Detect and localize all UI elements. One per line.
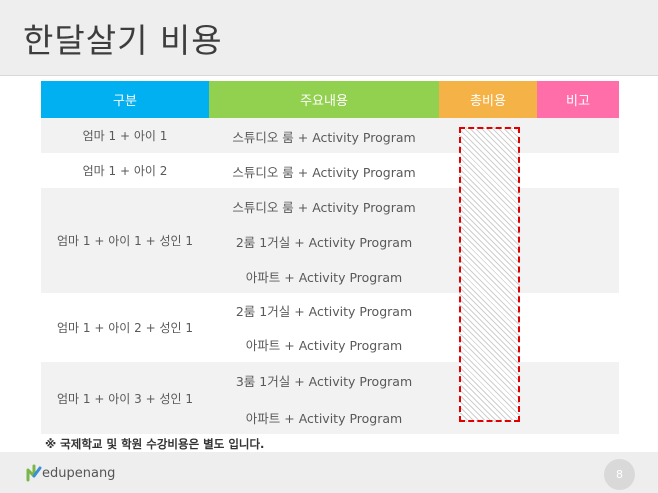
row-content-item: 스튜디오 룸 + Activity Program bbox=[232, 199, 416, 215]
row-content-item: 3룸 1거실 + Activity Program bbox=[235, 373, 413, 389]
table-row: 엄마 1 + 아이 3 + 성인 1 3룸 1거실 + Activity Pro… bbox=[41, 362, 619, 434]
header-category: 구분 bbox=[41, 81, 209, 118]
edupenang-logo-icon bbox=[26, 464, 42, 482]
footer bbox=[0, 452, 658, 493]
row-category: 엄마 1 + 아이 2 bbox=[82, 164, 168, 178]
row-category: 엄마 1 + 아이 1 + 성인 1 bbox=[57, 234, 193, 248]
table-row: 엄마 1 + 아이 2 스튜디오 룸 + Activity Program bbox=[41, 153, 619, 188]
row-content-item: 2룸 1거실 + Activity Program bbox=[235, 303, 413, 319]
logo-text: edupenang bbox=[42, 466, 116, 481]
header-note: 비고 bbox=[537, 81, 619, 118]
table-row: 엄마 1 + 아이 1 스튜디오 룸 + Activity Program bbox=[41, 118, 619, 153]
table-row: 엄마 1 + 아이 2 + 성인 1 2룸 1거실 + Activity Pro… bbox=[41, 293, 619, 362]
footnote: ※ 국제학교 및 학원 수강비용은 별도 입니다. bbox=[45, 437, 265, 451]
row-category: 엄마 1 + 아이 2 + 성인 1 bbox=[57, 321, 193, 335]
total-cost-highlight bbox=[459, 127, 520, 422]
row-content-item: 2룸 1거실 + Activity Program bbox=[235, 234, 413, 250]
row-content-item: 아파트 + Activity Program bbox=[245, 410, 403, 426]
row-content-item: 아파트 + Activity Program bbox=[245, 269, 403, 285]
row-content-item: 스튜디오 룸 + Activity Program bbox=[232, 129, 416, 145]
row-category: 엄마 1 + 아이 3 + 성인 1 bbox=[57, 391, 193, 406]
page-title: 한달살기 비용 bbox=[23, 21, 223, 60]
table-row: 엄마 1 + 아이 1 + 성인 1 스튜디오 룸 + Activity Pro… bbox=[41, 188, 619, 293]
page-number: 8 bbox=[604, 459, 635, 490]
title-bar: 한달살기 비용 bbox=[0, 0, 658, 76]
header-content: 주요내용 bbox=[209, 81, 439, 118]
header-total: 총비용 bbox=[439, 81, 537, 118]
row-content-item: 스튜디오 룸 + Activity Program bbox=[232, 164, 416, 180]
row-content-item: 아파트 + Activity Program bbox=[245, 337, 403, 353]
row-category: 엄마 1 + 아이 1 bbox=[82, 129, 168, 143]
